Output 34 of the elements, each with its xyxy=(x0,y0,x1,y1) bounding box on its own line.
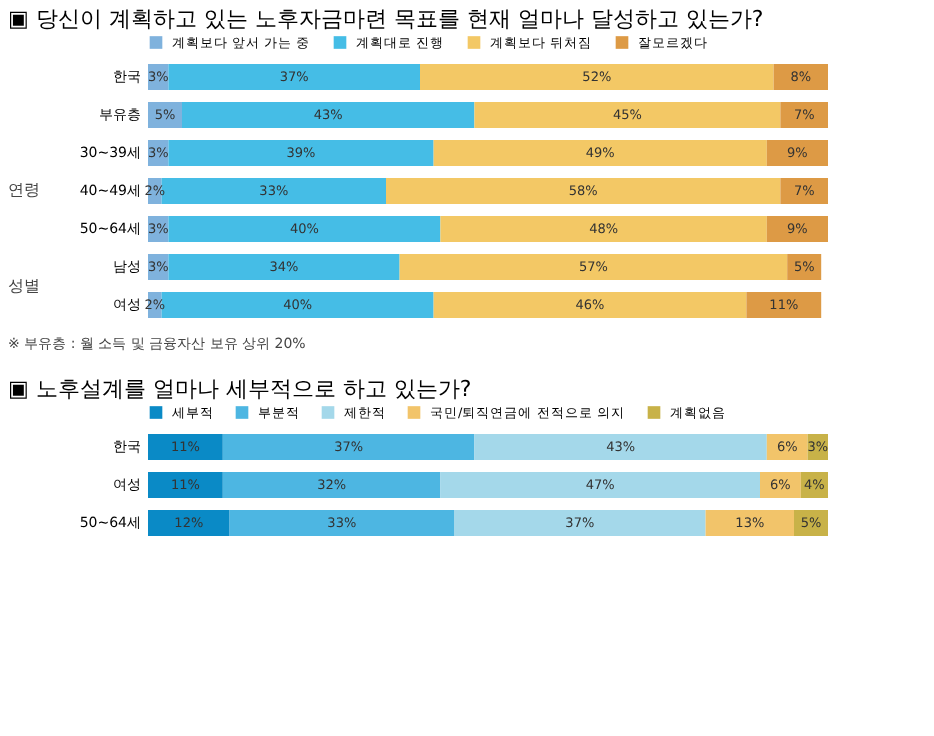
bar xyxy=(420,64,774,90)
bar xyxy=(148,434,223,460)
bar xyxy=(222,472,441,498)
bar xyxy=(168,64,420,90)
text: 연령 xyxy=(8,181,40,199)
bar xyxy=(780,102,828,128)
chart-title: ▣ 노후설계를 얼마나 세부적으로 하고 있는가? xyxy=(8,376,472,402)
bar xyxy=(148,472,223,498)
bar xyxy=(440,472,760,498)
bar xyxy=(161,178,386,204)
bar xyxy=(433,292,747,318)
bar xyxy=(746,292,822,318)
bar xyxy=(148,510,230,536)
text: 성별 xyxy=(8,276,40,295)
bar xyxy=(705,510,794,536)
bar xyxy=(474,434,767,460)
bar xyxy=(168,216,441,242)
bar xyxy=(229,510,454,536)
bar xyxy=(454,510,706,536)
bar xyxy=(182,102,475,128)
bar xyxy=(780,178,828,204)
bar xyxy=(161,292,434,318)
bar xyxy=(766,140,828,166)
bar xyxy=(399,254,788,280)
bar xyxy=(440,216,767,242)
bar xyxy=(168,140,434,166)
bar xyxy=(222,434,475,460)
bar xyxy=(386,178,781,204)
bar xyxy=(474,102,781,128)
bar xyxy=(168,254,400,280)
bar xyxy=(766,216,828,242)
bar xyxy=(433,140,767,166)
bar xyxy=(773,64,828,90)
chart-title: ▣ 당신이 계획하고 있는 노후자금마련 목표를 현재 얼마나 달성하고 있는가? xyxy=(8,6,764,32)
